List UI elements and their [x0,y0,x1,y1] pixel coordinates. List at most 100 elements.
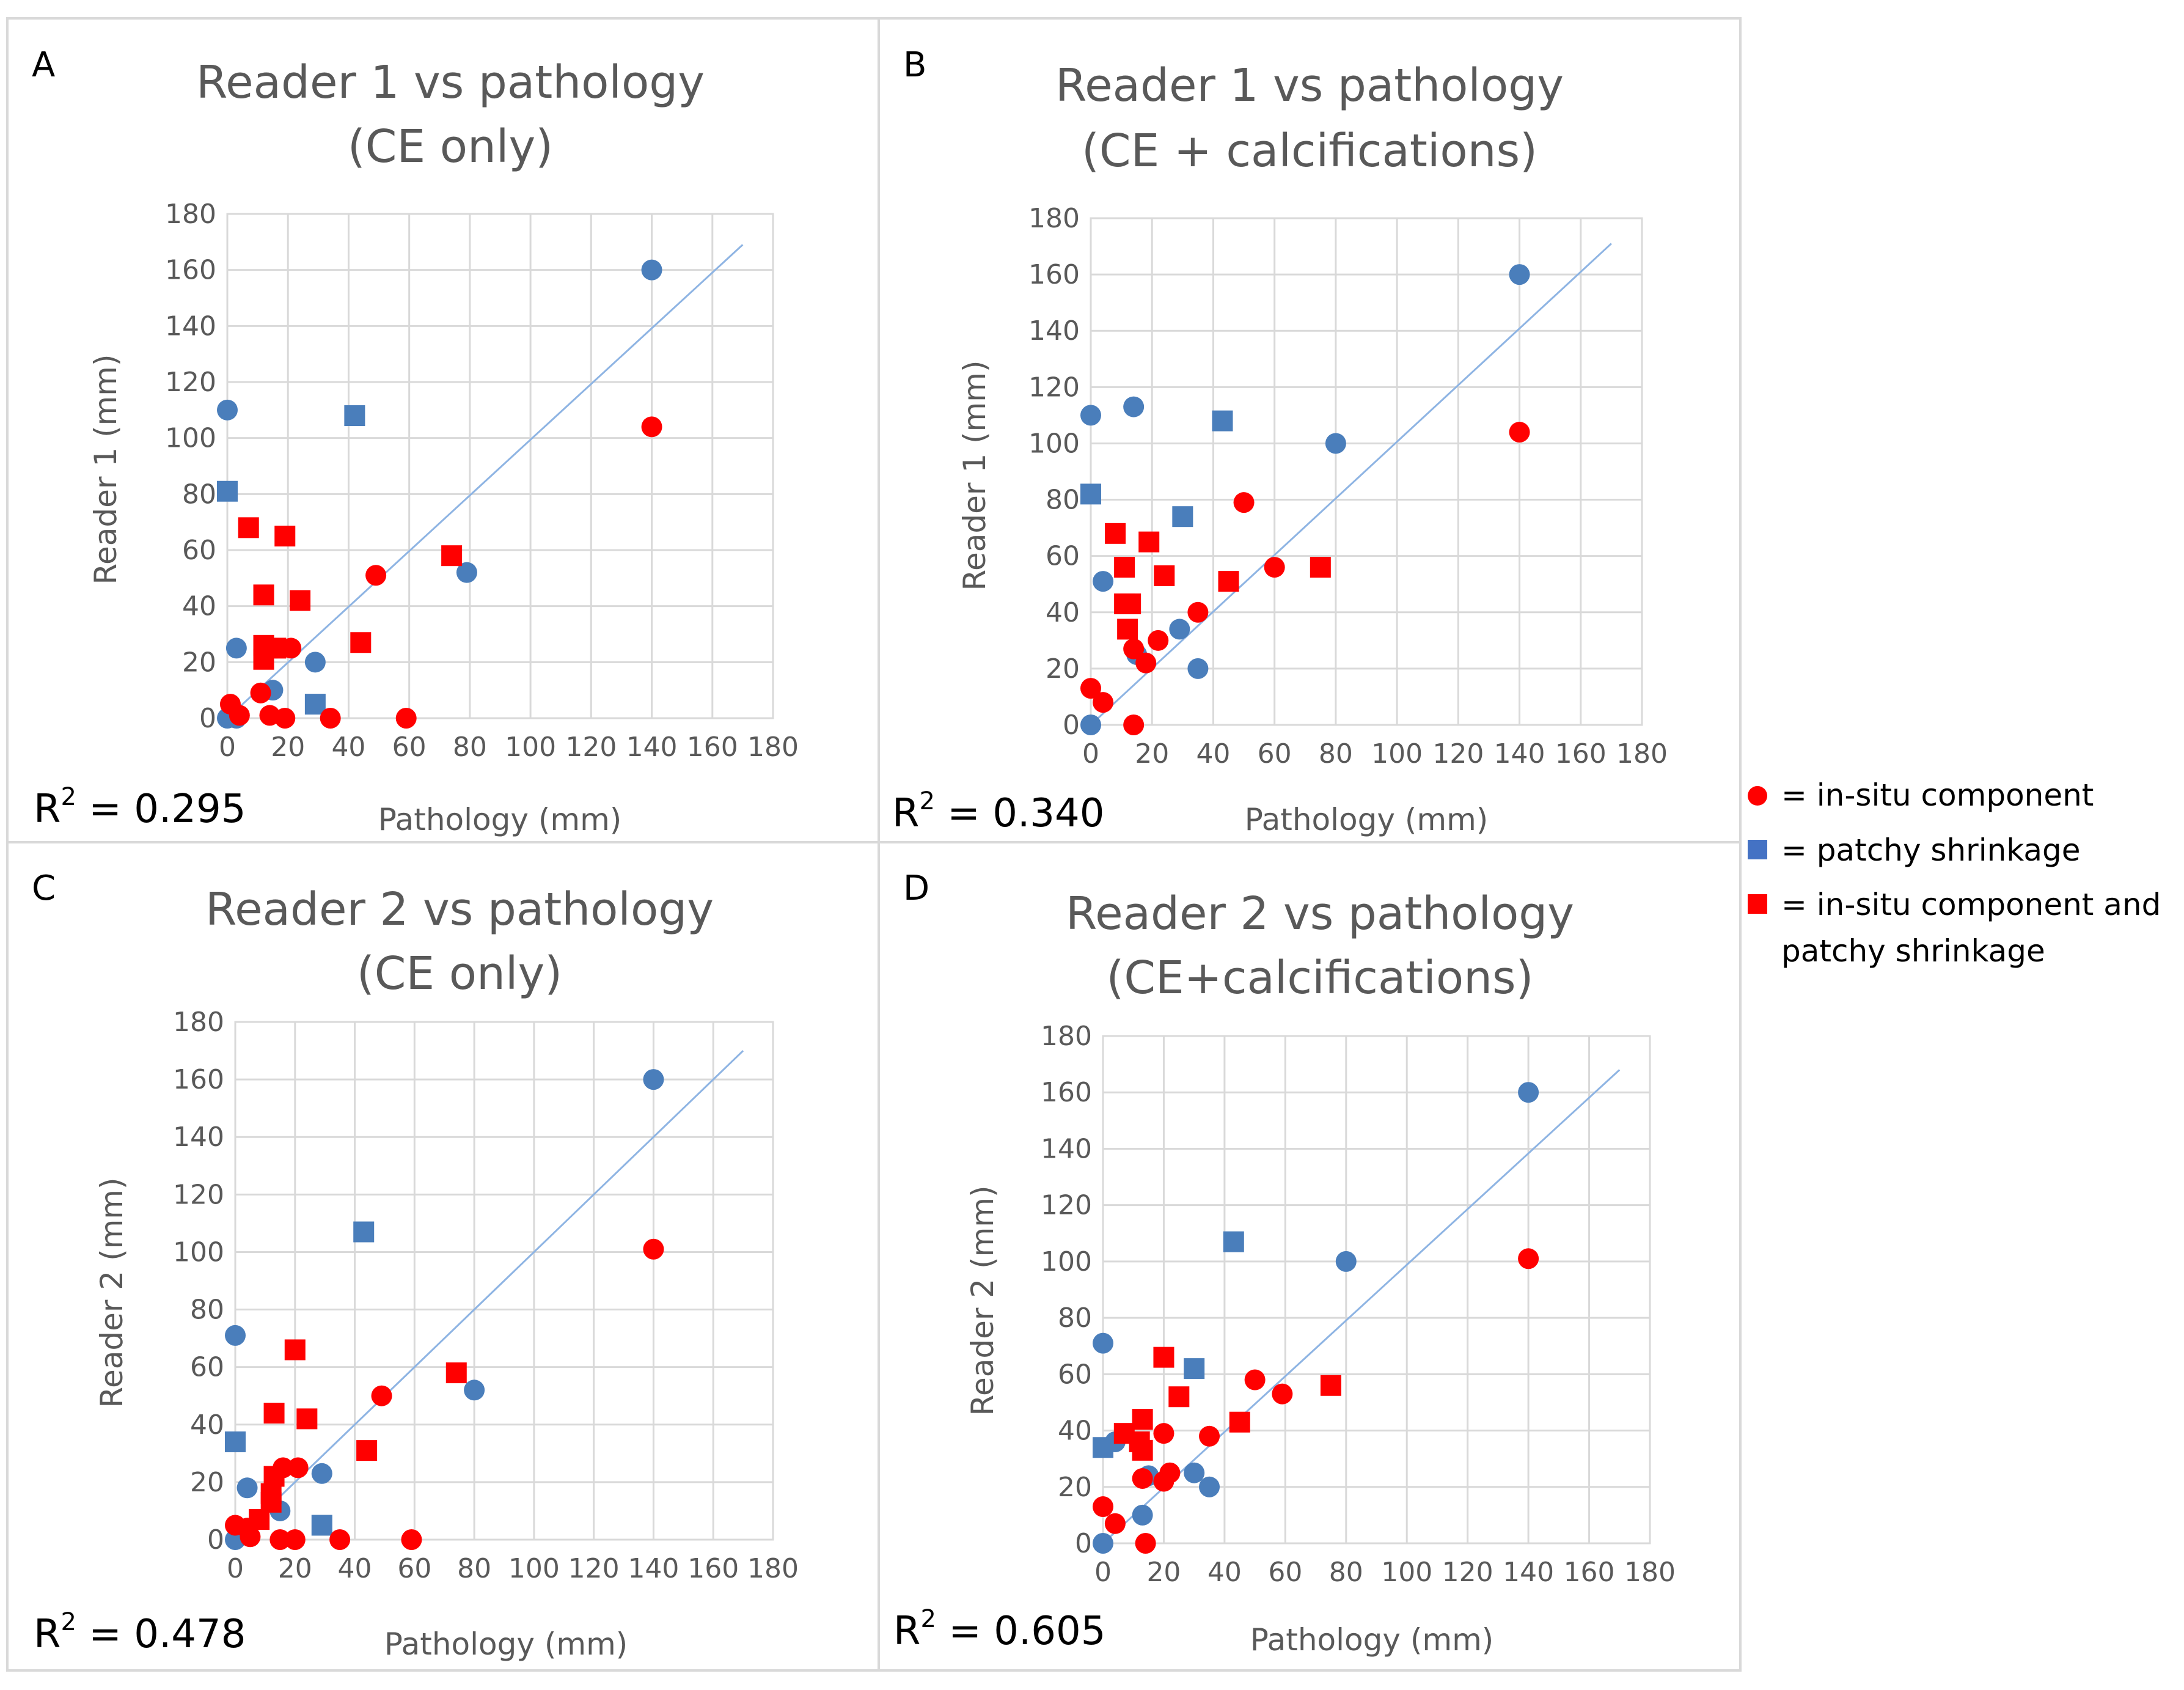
trendline [234,1049,744,1541]
r2-superscript: 2 [60,783,76,811]
x-tick-label: 40 [1207,1557,1242,1588]
chart-title-line1: Reader 2 vs pathology [205,883,714,936]
data-point-square [1229,1411,1250,1433]
data-point-circle [225,637,247,659]
data-point-square [1168,1386,1190,1408]
data-point-square [311,1515,332,1536]
x-tick-label: 20 [271,732,305,763]
panel-letter: B [903,45,926,85]
x-tick-label: 160 [1555,738,1607,770]
data-point-circle [1169,619,1190,640]
x-tick-label: 180 [1616,738,1668,770]
r2-superscript: 2 [919,787,934,815]
series-blue-square [1093,1231,1244,1458]
y-axis-label: Reader 2 (mm) [94,1178,130,1408]
legend-label-both-line2: patchy shrinkage [1781,933,2045,969]
series-red-square [1105,523,1331,640]
x-tick-label: 20 [1135,738,1169,770]
data-point-circle [643,1069,664,1090]
data-point-square [217,480,238,502]
y-tick-label: 20 [190,1467,224,1498]
y-tick-label: 20 [1058,1472,1092,1503]
data-point-circle [1080,405,1101,426]
chart-title-line2: (CE only) [348,120,553,173]
data-point-circle [641,416,662,438]
data-point-square [238,517,259,538]
y-tick-label: 80 [1058,1302,1092,1334]
data-point-square [1105,523,1126,544]
x-tick-label: 60 [397,1553,431,1584]
data-point-circle [1335,1251,1357,1272]
data-point-circle [1264,557,1285,578]
r2-value: = 0.478 [76,1612,246,1657]
x-tick-label: 120 [1432,738,1484,770]
y-tick-label: 140 [173,1122,224,1153]
y-tick-label: 160 [165,255,216,286]
x-axis-label: Pathology (mm) [1250,1622,1494,1658]
y-tick-label: 20 [1046,653,1080,685]
data-point-square [284,1339,306,1361]
r2-superscript: 2 [60,1608,76,1636]
data-point-circle [1184,1462,1205,1483]
data-point-circle [1080,715,1101,735]
data-point-square [1138,531,1160,553]
data-point-square [350,632,372,653]
data-point-circle [311,1463,332,1484]
data-point-circle [1244,1369,1266,1391]
data-point-circle [1187,658,1209,679]
data-point-circle [464,1380,485,1401]
r-squared-label: R2 = 0.605 [893,1605,1105,1654]
data-point-circle [1093,571,1114,592]
x-tick-label: 140 [626,732,678,763]
x-tick-label: 80 [453,732,487,763]
data-point-circle [1272,1383,1293,1405]
series-red-circle [225,1238,664,1550]
data-point-circle [1080,678,1101,699]
data-point-circle [643,1238,664,1260]
r-squared-label: R2 = 0.478 [34,1608,246,1657]
data-point-circle [250,682,271,704]
r-squared-label: R2 = 0.295 [34,783,246,832]
data-point-square [1320,1375,1341,1396]
y-tick-label: 40 [182,591,216,622]
panel-letter: D [903,869,929,908]
y-tick-label: 160 [173,1064,224,1095]
y-tick-label: 0 [199,703,216,734]
r2-superscript: 2 [920,1605,936,1633]
y-tick-label: 140 [1028,315,1080,347]
chart-title-line1: Reader 1 vs pathology [1055,59,1564,112]
x-tick-label: 0 [1082,738,1099,770]
x-tick-label: 20 [278,1553,312,1584]
data-point-circle [1148,630,1169,651]
data-point-circle [269,1529,291,1550]
series-blue-square [217,405,365,715]
data-point-circle [1123,715,1145,735]
data-point-square [304,694,326,715]
data-point-circle [1135,1533,1156,1554]
x-axis-label: Pathology (mm) [1245,802,1489,837]
chart-title-line2: (CE only) [357,947,562,1000]
y-tick-label: 0 [207,1524,224,1556]
x-tick-label: 0 [219,732,236,763]
data-point-square [344,405,365,426]
data-point-circle [641,259,662,281]
data-point-square [445,1362,467,1384]
panel-letter: C [32,869,56,908]
legend-label-patchy-shrinkage: = patchy shrinkage [1781,832,2081,868]
chart-title-line1: Reader 2 vs pathology [1066,887,1574,940]
x-tick-label: 0 [227,1553,244,1584]
r2-prefix: R [34,787,60,832]
data-point-circle [1093,1496,1113,1518]
y-tick-label: 80 [190,1295,224,1326]
data-point-circle [365,565,387,586]
y-tick-label: 180 [173,1007,224,1038]
legend-label-in-situ: = in-situ component [1781,777,2094,813]
data-point-circle [329,1529,351,1550]
chart-panel-c: C Reader 2 vs pathology (CE only) Reader… [32,869,799,1662]
chart-panel-d: D Reader 2 vs pathology (CE+calcificatio… [893,869,1676,1658]
y-tick-label: 40 [190,1409,224,1441]
x-tick-label: 80 [1319,738,1353,770]
x-tick-label: 120 [1442,1557,1493,1588]
y-tick-label: 0 [1075,1528,1092,1559]
data-point-circle [1093,1533,1113,1554]
